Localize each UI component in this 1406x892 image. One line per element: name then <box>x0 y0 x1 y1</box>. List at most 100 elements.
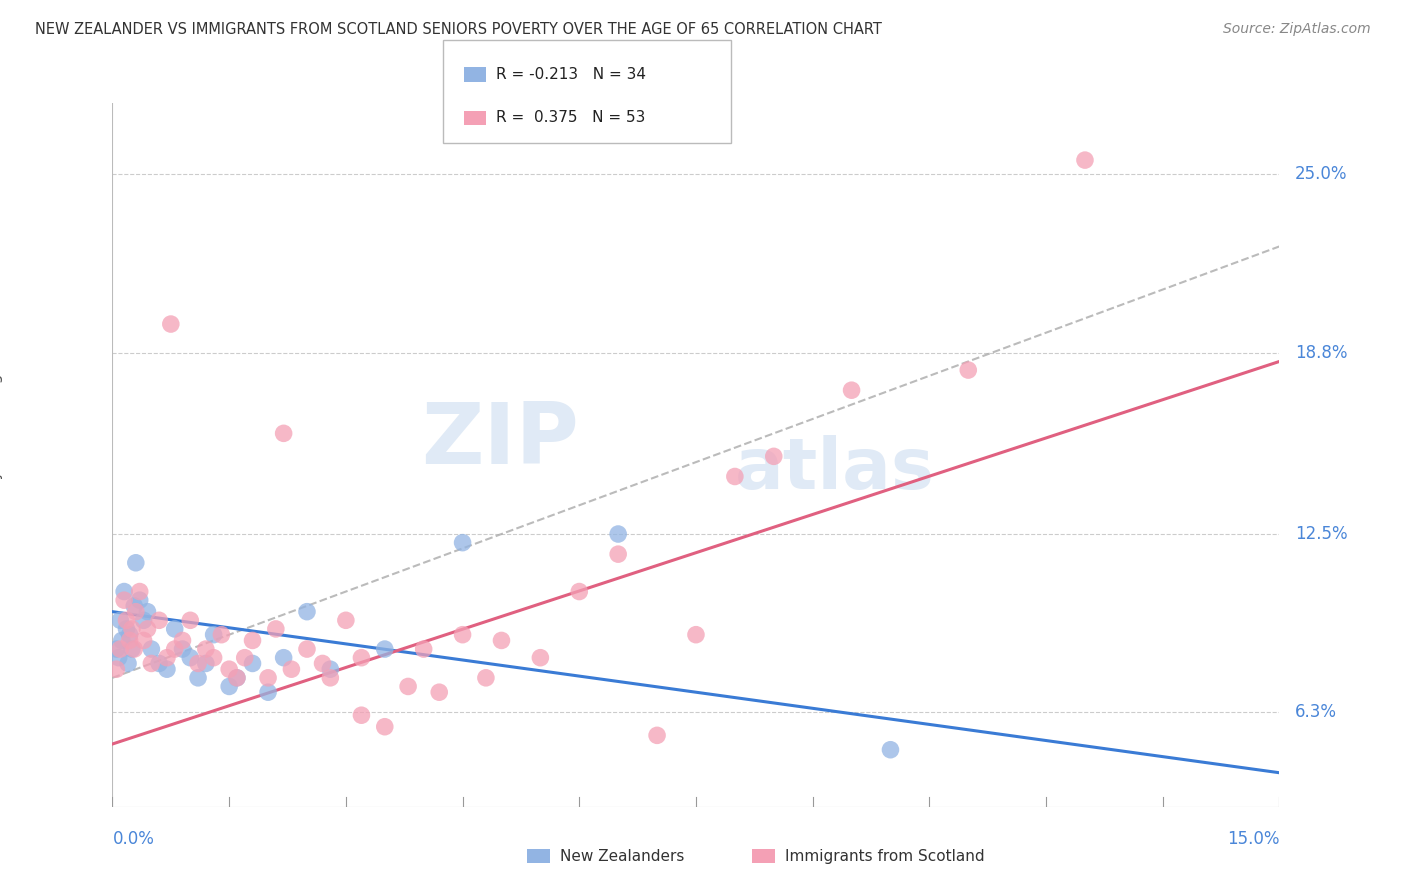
Point <box>335 613 357 627</box>
Point <box>117 657 139 671</box>
Point <box>172 633 194 648</box>
Point <box>295 642 318 657</box>
Point <box>160 317 183 331</box>
Point <box>179 650 201 665</box>
Point <box>112 584 135 599</box>
Point <box>685 628 707 642</box>
Point <box>226 671 249 685</box>
Point <box>128 593 150 607</box>
Text: 12.5%: 12.5% <box>1295 525 1347 543</box>
Point <box>957 363 980 377</box>
Text: 0.0%: 0.0% <box>112 830 155 848</box>
Point <box>451 535 474 549</box>
Point <box>121 622 143 636</box>
Text: NEW ZEALANDER VS IMMIGRANTS FROM SCOTLAND SENIORS POVERTY OVER THE AGE OF 65 COR: NEW ZEALANDER VS IMMIGRANTS FROM SCOTLAN… <box>35 22 882 37</box>
Text: 18.8%: 18.8% <box>1295 343 1347 362</box>
Point <box>118 628 141 642</box>
Point <box>645 728 668 742</box>
Point <box>111 633 134 648</box>
Point <box>136 605 159 619</box>
Point <box>257 671 280 685</box>
Point <box>122 599 145 613</box>
Point <box>187 657 209 671</box>
Point <box>374 642 396 657</box>
Point <box>475 671 498 685</box>
Point <box>115 622 138 636</box>
Point <box>128 584 150 599</box>
Point <box>105 642 128 657</box>
Point <box>118 633 141 648</box>
Point <box>319 671 342 685</box>
Point <box>491 633 513 648</box>
Point <box>187 671 209 685</box>
Point <box>396 680 419 694</box>
Text: ZIP: ZIP <box>422 399 579 482</box>
Point <box>156 650 179 665</box>
Point <box>226 671 249 685</box>
Point <box>148 657 170 671</box>
Text: 25.0%: 25.0% <box>1295 166 1347 184</box>
Point <box>141 642 163 657</box>
Text: Immigrants from Scotland: Immigrants from Scotland <box>785 849 984 863</box>
Point <box>218 680 240 694</box>
Point <box>107 650 129 665</box>
Point <box>529 650 551 665</box>
Text: atlas: atlas <box>735 434 935 504</box>
Point <box>218 662 240 676</box>
Point <box>724 469 747 483</box>
Point <box>273 650 295 665</box>
Point <box>841 383 863 397</box>
Point <box>427 685 450 699</box>
Point <box>568 584 591 599</box>
Point <box>194 642 217 657</box>
Point <box>115 613 138 627</box>
Point <box>110 613 132 627</box>
Point <box>451 628 474 642</box>
Point <box>163 622 186 636</box>
Point <box>242 633 264 648</box>
Text: Seniors Poverty Over the Age of 65: Seniors Poverty Over the Age of 65 <box>0 320 3 590</box>
Point <box>762 450 785 464</box>
Point <box>202 650 225 665</box>
Text: R = -0.213   N = 34: R = -0.213 N = 34 <box>496 67 647 82</box>
Point <box>209 628 232 642</box>
Point <box>295 605 318 619</box>
Point <box>132 633 155 648</box>
Point <box>280 662 302 676</box>
Point <box>607 547 630 561</box>
Point <box>1074 153 1097 167</box>
Point <box>132 613 155 627</box>
Point <box>156 662 179 676</box>
Point <box>194 657 217 671</box>
Point <box>148 613 170 627</box>
Point <box>374 720 396 734</box>
Text: New Zealanders: New Zealanders <box>560 849 683 863</box>
Point <box>264 622 287 636</box>
Point <box>242 657 264 671</box>
Text: Source: ZipAtlas.com: Source: ZipAtlas.com <box>1223 22 1371 37</box>
Point <box>607 527 630 541</box>
Point <box>257 685 280 699</box>
Point <box>125 556 148 570</box>
Text: 15.0%: 15.0% <box>1227 830 1279 848</box>
Point <box>105 662 128 676</box>
Point <box>163 642 186 657</box>
Text: R =  0.375   N = 53: R = 0.375 N = 53 <box>496 110 645 125</box>
Point <box>879 743 901 757</box>
Point <box>179 613 201 627</box>
Point <box>112 593 135 607</box>
Point <box>172 642 194 657</box>
Point <box>110 642 132 657</box>
Point <box>202 628 225 642</box>
Point <box>412 642 434 657</box>
Point <box>141 657 163 671</box>
Point <box>319 662 342 676</box>
Point <box>273 426 295 441</box>
Point <box>122 642 145 657</box>
Point <box>136 622 159 636</box>
Point <box>350 708 373 723</box>
Point <box>121 642 143 657</box>
Point <box>125 605 148 619</box>
Point <box>350 650 373 665</box>
Point <box>233 650 256 665</box>
